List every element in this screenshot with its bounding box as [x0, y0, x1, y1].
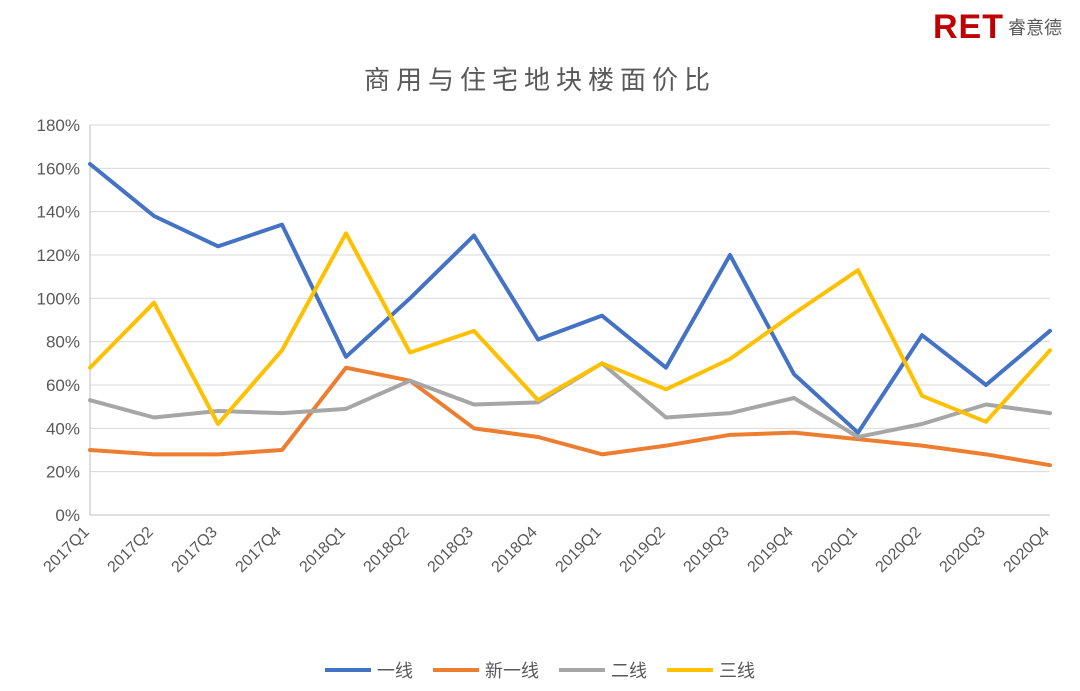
x-tick-label: 2019Q1 [553, 524, 605, 576]
chart-title: 商用与住宅地块楼面价比 [0, 60, 1080, 97]
y-tick-label: 160% [37, 159, 80, 178]
legend-label: 二线 [611, 657, 647, 683]
x-tick-label: 2018Q4 [489, 524, 541, 576]
y-tick-label: 100% [37, 289, 80, 308]
line-chart: 0% 20% 40% 60% 80% 100% 120% 140% 160% 180% 2017Q1… [20, 115, 1060, 675]
legend-label: 新一线 [485, 657, 539, 683]
x-tick-label: 2020Q4 [1001, 524, 1053, 576]
y-tick-label: 80% [46, 333, 80, 352]
x-tick-label: 2018Q1 [297, 524, 349, 576]
x-tick-label: 2017Q3 [169, 524, 221, 576]
x-tick-label: 2017Q2 [105, 524, 157, 576]
legend-swatch [433, 668, 479, 672]
legend-item: 一线 [325, 657, 413, 683]
y-tick-label: 120% [37, 246, 80, 265]
legend-item: 二线 [559, 657, 647, 683]
legend-label: 一线 [377, 657, 413, 683]
legend-label: 三线 [719, 657, 755, 683]
x-tick-label: 2018Q3 [425, 524, 477, 576]
chart-svg: 0% 20% 40% 60% 80% 100% 120% 140% 160% 180% 2017Q1… [20, 115, 1060, 615]
x-tick-label: 2018Q2 [361, 524, 413, 576]
x-tick-label: 2019Q3 [681, 524, 733, 576]
logo-cn: 睿意德 [1008, 18, 1062, 38]
x-tick-label: 2020Q3 [937, 524, 989, 576]
y-tick-label: 60% [46, 376, 80, 395]
y-tick-label: 40% [46, 419, 80, 438]
y-tick-label: 0% [55, 506, 80, 525]
x-tick-label: 2019Q4 [745, 524, 797, 576]
legend-item: 三线 [667, 657, 755, 683]
y-tick-label: 180% [37, 116, 80, 135]
legend-item: 新一线 [433, 657, 539, 683]
legend-swatch [559, 668, 605, 672]
x-tick-label: 2019Q2 [617, 524, 669, 576]
x-tick-label: 2020Q2 [873, 524, 925, 576]
logo-en: RET [933, 8, 1004, 46]
x-tick-label: 2017Q4 [233, 524, 285, 576]
brand-logo: RET睿意德 [933, 8, 1062, 47]
x-tick-label: 2017Q1 [41, 524, 93, 576]
y-tick-label: 20% [46, 463, 80, 482]
x-tick-label: 2020Q1 [809, 524, 861, 576]
series-line [90, 363, 1050, 437]
legend-swatch [667, 668, 713, 672]
y-tick-label: 140% [37, 203, 80, 222]
legend-swatch [325, 668, 371, 672]
chart-legend: 一线 新一线 二线 三线 [0, 657, 1080, 683]
